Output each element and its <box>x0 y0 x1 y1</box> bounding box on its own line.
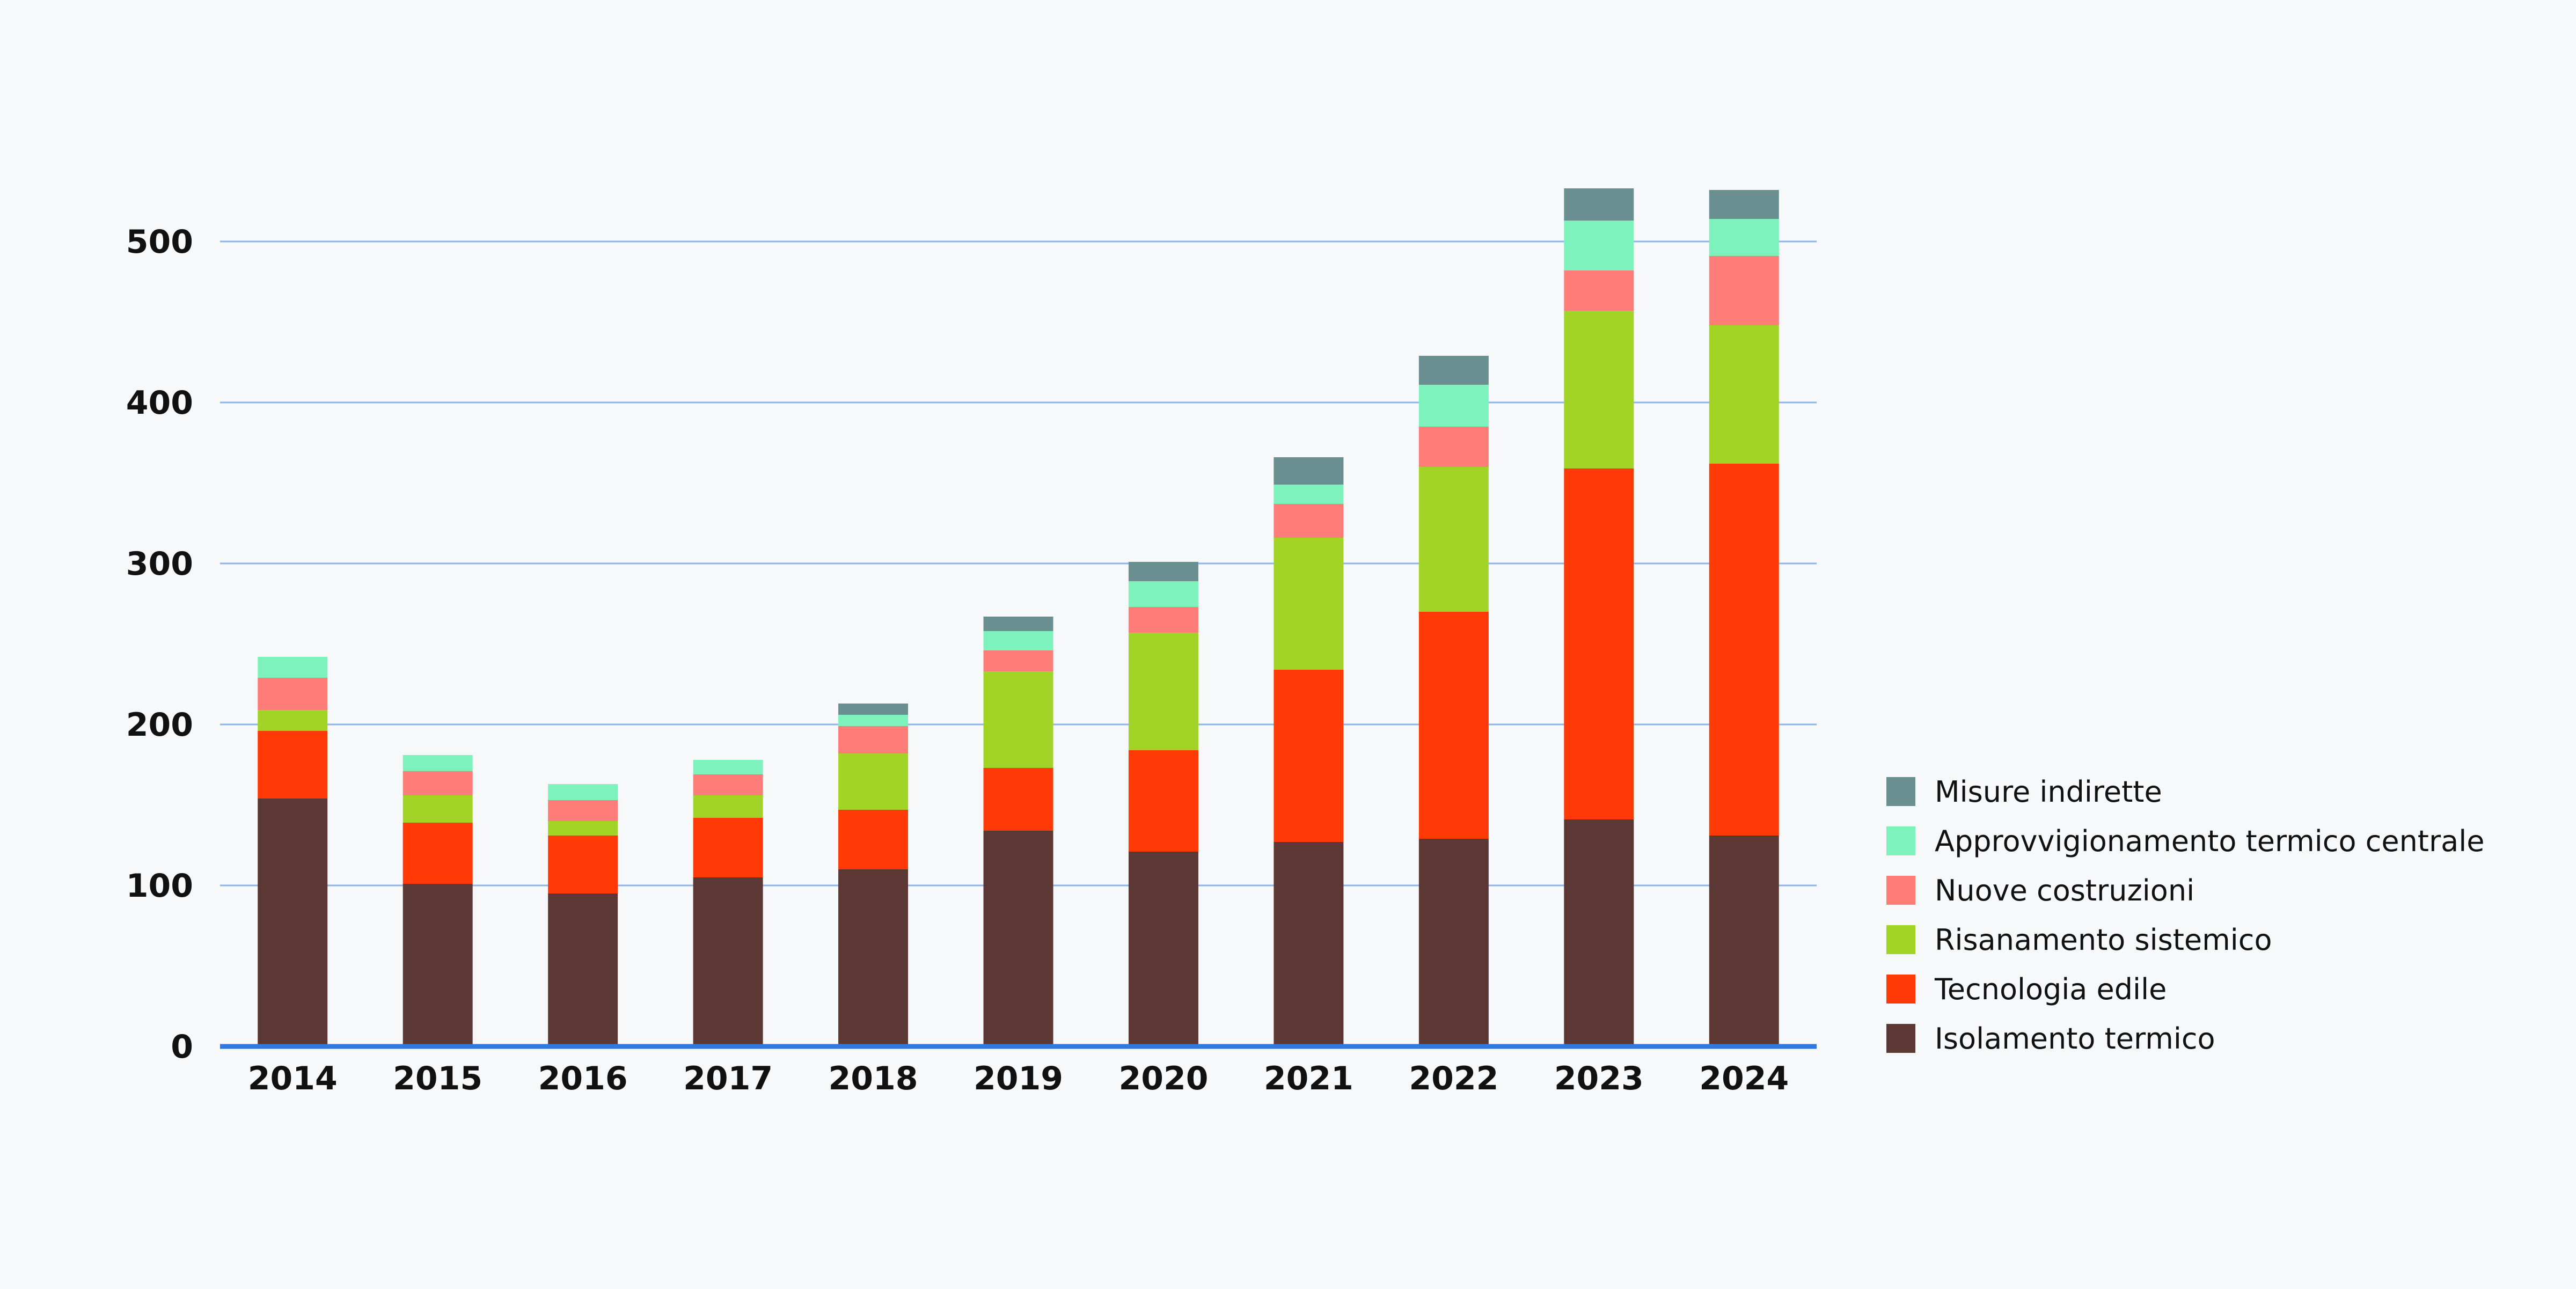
bar-segment-2024-tecnologia-edile <box>1709 464 1779 836</box>
bar-segment-2023-tecnologia-edile <box>1564 468 1634 819</box>
x-tick-label-2014: 2014 <box>248 1060 338 1097</box>
bar-segment-2021-misure-indirette <box>1274 457 1344 485</box>
legend-label: Nuove costruzioni <box>1935 874 2194 907</box>
y-tick-label: 100 <box>126 867 193 905</box>
bar-segment-2020-tecnologia-edile <box>1128 750 1198 852</box>
legend-swatch-isolamento-termico <box>1886 1024 1915 1053</box>
bar-segment-2020-approvvigionamento-termico-centrale <box>1128 581 1198 607</box>
x-tick-label-2022: 2022 <box>1409 1060 1498 1097</box>
bar-segment-2023-risanamento-sistemico <box>1564 311 1634 468</box>
legend-label: Misure indirette <box>1935 775 2162 809</box>
bar-segment-2018-tecnologia-edile <box>838 810 909 869</box>
legend-swatch-approvvigionamento-termico-centrale <box>1886 826 1915 855</box>
bar-segment-2021-nuove-costruzioni <box>1274 504 1344 538</box>
legend-swatch-nuove-costruzioni <box>1886 876 1915 905</box>
x-tick-label-2024: 2024 <box>1699 1060 1789 1097</box>
bar-segment-2018-approvvigionamento-termico-centrale <box>838 715 909 726</box>
bar-segment-2020-nuove-costruzioni <box>1128 607 1198 633</box>
bar-segment-2014-risanamento-sistemico <box>258 710 328 731</box>
legend-label: Approvvigionamento termico centrale <box>1935 824 2485 858</box>
bar-segment-2014-nuove-costruzioni <box>258 678 328 710</box>
bar-segment-2017-tecnologia-edile <box>693 818 763 877</box>
bar-segment-2014-approvvigionamento-termico-centrale <box>258 657 328 678</box>
bar-segment-2019-tecnologia-edile <box>983 768 1053 831</box>
x-tick-label-2018: 2018 <box>829 1060 918 1097</box>
bar-segment-2017-risanamento-sistemico <box>693 795 763 818</box>
x-tick-label-2021: 2021 <box>1264 1060 1353 1097</box>
bar-segment-2020-misure-indirette <box>1128 562 1198 581</box>
bar-segment-2015-risanamento-sistemico <box>402 795 473 823</box>
bar-segment-2016-isolamento-termico <box>548 893 618 1046</box>
bar-segment-2024-approvvigionamento-termico-centrale <box>1709 219 1779 256</box>
x-tick-label-2019: 2019 <box>974 1060 1063 1097</box>
bar-segment-2014-isolamento-termico <box>258 799 328 1046</box>
bar-segment-2021-isolamento-termico <box>1274 842 1344 1046</box>
bar-segment-2015-isolamento-termico <box>402 884 473 1046</box>
bar-segment-2019-approvvigionamento-termico-centrale <box>983 631 1053 650</box>
bar-segment-2017-approvvigionamento-termico-centrale <box>693 760 763 774</box>
bar-segment-2016-approvvigionamento-termico-centrale <box>548 784 618 800</box>
bar-segment-2015-nuove-costruzioni <box>402 771 473 795</box>
legend-label: Tecnologia edile <box>1934 972 2167 1006</box>
bar-segment-2015-approvvigionamento-termico-centrale <box>402 755 473 771</box>
bar-segment-2019-isolamento-termico <box>983 831 1053 1046</box>
bar-segment-2022-tecnologia-edile <box>1418 612 1489 839</box>
x-tick-label-2015: 2015 <box>393 1060 482 1097</box>
bar-segment-2023-approvvigionamento-termico-centrale <box>1564 221 1634 270</box>
legend-swatch-risanamento-sistemico <box>1886 925 1915 954</box>
bar-segment-2024-misure-indirette <box>1709 190 1779 219</box>
bar-segment-2016-risanamento-sistemico <box>548 821 618 836</box>
bar-segment-2016-nuove-costruzioni <box>548 800 618 821</box>
bar-segment-2017-isolamento-termico <box>693 877 763 1046</box>
legend-swatch-misure-indirette <box>1886 777 1915 806</box>
x-tick-label-2020: 2020 <box>1118 1060 1208 1097</box>
bar-segment-2014-tecnologia-edile <box>258 731 328 799</box>
bar-segment-2019-risanamento-sistemico <box>983 671 1053 768</box>
bar-segment-2022-misure-indirette <box>1418 356 1489 385</box>
bar-segment-2015-tecnologia-edile <box>402 823 473 884</box>
bar-segment-2018-risanamento-sistemico <box>838 753 909 810</box>
x-tick-label-2017: 2017 <box>683 1060 773 1097</box>
bars <box>258 188 1779 1046</box>
legend-label: Isolamento termico <box>1935 1022 2215 1056</box>
gridlines <box>220 240 1817 887</box>
x-tick-label-2023: 2023 <box>1554 1060 1644 1097</box>
bar-segment-2023-nuove-costruzioni <box>1564 270 1634 311</box>
bar-segment-2024-isolamento-termico <box>1709 836 1779 1046</box>
bar-segment-2023-misure-indirette <box>1564 188 1634 221</box>
y-tick-label: 300 <box>126 545 193 583</box>
bar-segment-2023-isolamento-termico <box>1564 819 1634 1046</box>
bar-segment-2022-risanamento-sistemico <box>1418 467 1489 612</box>
bar-segment-2018-nuove-costruzioni <box>838 726 909 753</box>
bar-segment-2022-nuove-costruzioni <box>1418 427 1489 467</box>
bar-segment-2021-approvvigionamento-termico-centrale <box>1274 485 1344 504</box>
y-tick-label: 400 <box>126 384 193 422</box>
bar-segment-2022-isolamento-termico <box>1418 839 1489 1046</box>
bar-segment-2019-nuove-costruzioni <box>983 650 1053 671</box>
bar-segment-2022-approvvigionamento-termico-centrale <box>1418 385 1489 427</box>
bar-segment-2021-tecnologia-edile <box>1274 670 1344 842</box>
bar-segment-2019-misure-indirette <box>983 617 1053 631</box>
bar-segment-2018-isolamento-termico <box>838 869 909 1046</box>
legend-label: Risanamento sistemico <box>1935 923 2272 957</box>
bar-segment-2018-misure-indirette <box>838 704 909 715</box>
y-tick-label: 0 <box>171 1028 193 1066</box>
bar-segment-2020-risanamento-sistemico <box>1128 633 1198 750</box>
y-tick-label: 200 <box>126 706 193 744</box>
y-tick-label: 500 <box>126 223 193 261</box>
axes: 0 100 200 300 400 500 2014 2015 2016 2017 2018 2019… <box>126 223 1817 1097</box>
bar-segment-2021-risanamento-sistemico <box>1274 538 1344 670</box>
bar-segment-2024-nuove-costruzioni <box>1709 256 1779 325</box>
legend-swatch-tecnologia-edile <box>1886 975 1915 1004</box>
bar-segment-2020-isolamento-termico <box>1128 852 1198 1046</box>
bar-segment-2024-risanamento-sistemico <box>1709 325 1779 464</box>
bar-segment-2017-nuove-costruzioni <box>693 774 763 795</box>
x-tick-label-2016: 2016 <box>538 1060 628 1097</box>
bar-segment-2016-tecnologia-edile <box>548 836 618 893</box>
legend: Misure indirette Approvvigionamento termi… <box>1886 775 2485 1056</box>
